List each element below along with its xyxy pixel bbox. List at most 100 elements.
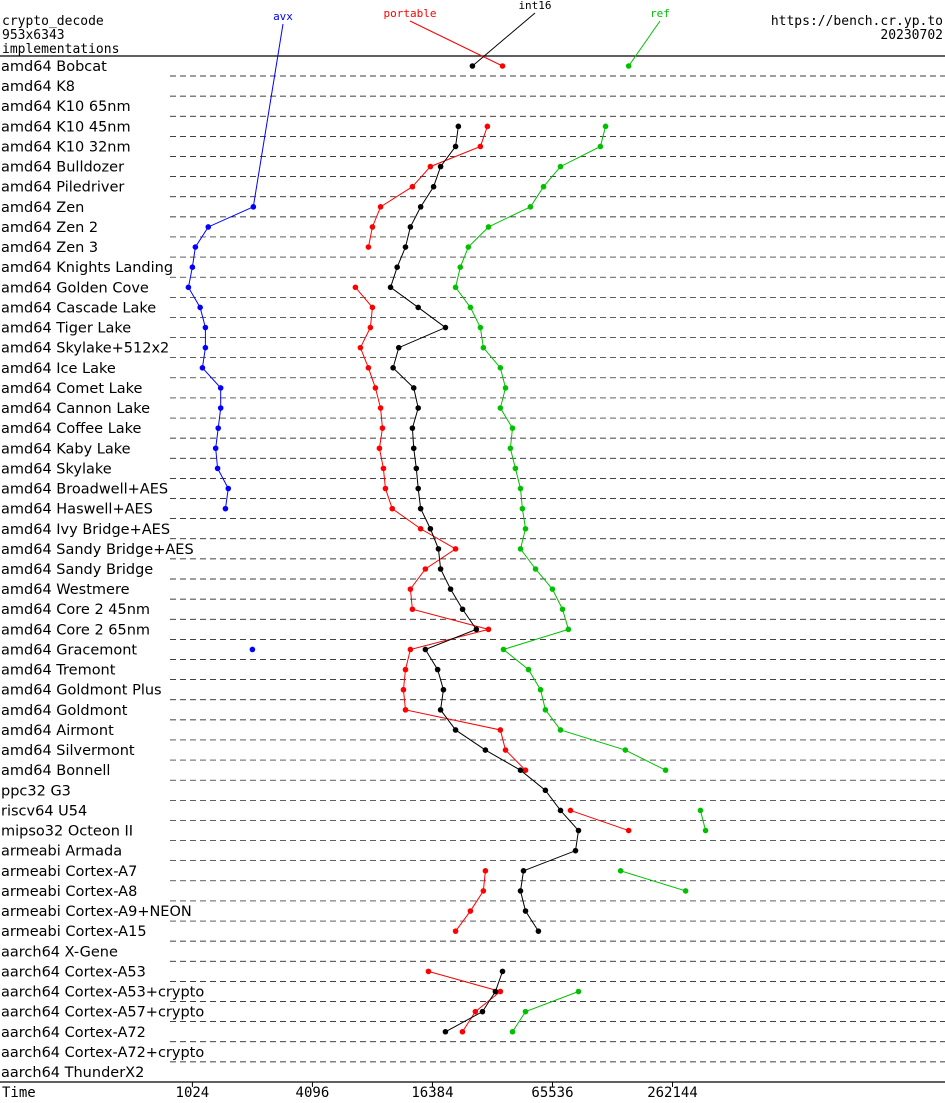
x-axis-label: Time bbox=[2, 1085, 36, 1101]
series-line bbox=[445, 971, 503, 1033]
data-point bbox=[437, 163, 444, 170]
data-point bbox=[357, 344, 364, 351]
data-point bbox=[525, 666, 532, 673]
row-label: amd64 Gracemont bbox=[1, 642, 137, 658]
data-point bbox=[499, 968, 506, 975]
data-point bbox=[409, 183, 416, 190]
data-point bbox=[415, 405, 422, 411]
row-label: amd64 Coffee Lake bbox=[1, 421, 142, 437]
data-point bbox=[540, 183, 547, 190]
data-point bbox=[497, 988, 504, 995]
x-tick-label: 16384 bbox=[411, 1085, 453, 1101]
data-point bbox=[377, 405, 384, 411]
data-point bbox=[402, 244, 409, 250]
row-label: aarch64 Cortex-A72+crypto bbox=[1, 1045, 204, 1061]
row-label: amd64 Silvermont bbox=[1, 743, 135, 759]
data-point bbox=[379, 425, 386, 431]
row-label: amd64 Knights Landing bbox=[1, 260, 173, 276]
series-name: ref bbox=[650, 7, 670, 20]
data-point bbox=[452, 727, 459, 733]
row-label: amd64 Sandy Bridge bbox=[1, 562, 153, 578]
data-point bbox=[473, 626, 480, 633]
data-point bbox=[465, 244, 472, 250]
data-point bbox=[382, 485, 389, 492]
row-label: amd64 Cannon Lake bbox=[1, 401, 150, 417]
data-point bbox=[502, 747, 509, 753]
row-label: aarch64 X-Gene bbox=[1, 944, 118, 960]
data-point bbox=[452, 546, 459, 552]
series-leader bbox=[472, 12, 536, 67]
row-label: amd64 Zen bbox=[1, 200, 84, 216]
data-point bbox=[477, 324, 484, 331]
data-point bbox=[557, 163, 564, 170]
row-label: armeabi Armada bbox=[1, 844, 122, 860]
series-name: avx bbox=[273, 10, 293, 23]
data-point bbox=[575, 988, 582, 995]
data-point bbox=[484, 123, 491, 130]
row-label: armeabi Cortex-A7 bbox=[1, 864, 137, 880]
data-point bbox=[437, 566, 444, 572]
data-point bbox=[372, 385, 379, 391]
data-point bbox=[467, 908, 474, 914]
row-label: aarch64 Cortex-A53 bbox=[1, 964, 146, 980]
data-point bbox=[376, 445, 383, 452]
data-point bbox=[390, 365, 396, 371]
data-point bbox=[482, 868, 489, 874]
data-point bbox=[520, 868, 527, 874]
row-label: amd64 Westmere bbox=[1, 582, 130, 598]
data-point bbox=[217, 385, 224, 391]
series-line bbox=[455, 870, 486, 932]
data-point bbox=[509, 425, 516, 431]
data-point bbox=[437, 707, 444, 713]
data-point bbox=[459, 606, 466, 613]
row-label: amd64 Sandy Bridge+AES bbox=[1, 542, 194, 558]
data-point bbox=[387, 284, 394, 291]
data-point bbox=[189, 264, 196, 271]
row-label: amd64 Tiger Lake bbox=[1, 321, 131, 337]
row-label: amd64 Tremont bbox=[1, 663, 116, 679]
data-point bbox=[480, 344, 487, 351]
series-line bbox=[355, 286, 526, 771]
data-point bbox=[202, 344, 209, 351]
row-label: amd64 Bonnell bbox=[1, 763, 110, 779]
data-point bbox=[192, 244, 199, 250]
row-label: amd64 Airmont bbox=[1, 723, 114, 739]
data-point bbox=[395, 344, 402, 351]
data-point bbox=[452, 928, 459, 934]
row-label: amd64 K8 bbox=[1, 79, 75, 95]
x-tick-label: 1024 bbox=[176, 1085, 210, 1101]
data-point bbox=[422, 646, 429, 653]
row-label: armeabi Cortex-A8 bbox=[1, 884, 137, 900]
data-point bbox=[407, 646, 414, 653]
row-label: armeabi Cortex-A9+NEON bbox=[1, 904, 192, 920]
data-point bbox=[417, 505, 424, 512]
series-line bbox=[620, 870, 686, 892]
data-point bbox=[575, 827, 582, 834]
row-label: aarch64 Cortex-A72 bbox=[1, 1025, 146, 1041]
series-line bbox=[428, 970, 502, 1033]
y-axis-label: implementations bbox=[2, 42, 119, 57]
data-point bbox=[702, 827, 709, 834]
data-point bbox=[532, 566, 539, 572]
data-point bbox=[485, 626, 492, 633]
data-point bbox=[617, 868, 624, 874]
row-label: amd64 Broadwell+AES bbox=[1, 482, 168, 498]
data-point bbox=[435, 546, 442, 552]
row-label: amd64 Kaby Lake bbox=[1, 441, 131, 457]
data-point bbox=[542, 707, 549, 713]
row-label: amd64 Haswell+AES bbox=[1, 502, 153, 518]
data-point bbox=[602, 123, 609, 130]
series-line bbox=[570, 809, 629, 832]
data-point bbox=[212, 445, 219, 452]
data-point bbox=[517, 767, 524, 773]
data-point bbox=[410, 385, 417, 391]
data-point bbox=[377, 204, 384, 210]
row-label: amd64 K10 65nm bbox=[1, 99, 131, 115]
row-label: amd64 Goldmont bbox=[1, 703, 128, 719]
data-point bbox=[222, 505, 229, 512]
data-point bbox=[430, 183, 437, 190]
row-label: amd64 Core 2 65nm bbox=[1, 622, 150, 638]
data-point bbox=[400, 686, 407, 693]
data-point bbox=[597, 143, 604, 150]
data-point bbox=[477, 143, 484, 150]
